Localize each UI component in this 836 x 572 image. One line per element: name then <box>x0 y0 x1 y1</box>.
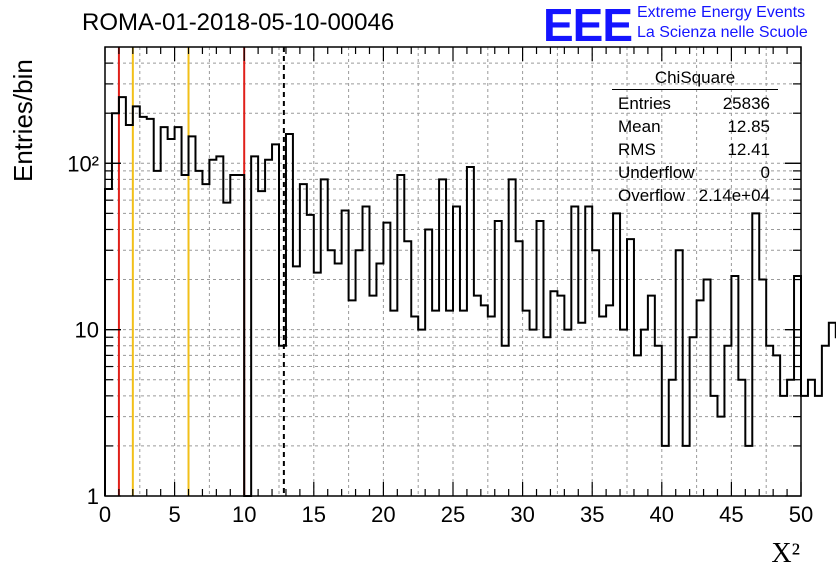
reference-lines <box>117 47 285 496</box>
x-tick-label: 45 <box>719 502 743 527</box>
stats-label: Mean <box>618 117 661 136</box>
grid-lines <box>105 47 801 496</box>
logo-line-2: La Scienza nelle Scuole <box>637 24 808 41</box>
axis-ticks <box>104 47 802 497</box>
stats-row-overflow: Overflow 2.14e+04 <box>612 184 778 207</box>
y-axis-label: Entries/bin <box>8 59 38 182</box>
stats-value: 12.41 <box>727 140 770 159</box>
histogram-outline <box>104 96 836 497</box>
histogram-series <box>104 96 836 497</box>
stats-row-entries: Entries 25836 <box>612 92 778 115</box>
x-tick-label: 15 <box>302 502 326 527</box>
y-tick-label: 10² <box>67 151 99 176</box>
y-tick-label: 10 <box>75 318 99 343</box>
x-tick-label: 25 <box>441 502 465 527</box>
stats-label: RMS <box>618 140 656 159</box>
y-tick-label: 1 <box>87 484 99 509</box>
x-tick-label: 0 <box>99 502 111 527</box>
stats-label: Underflow <box>618 163 695 182</box>
stats-box: ChiSquare Entries 25836 Mean 12.85 RMS 1… <box>612 68 778 207</box>
y-tick-labels: 1 10 10² <box>67 151 99 509</box>
x-tick-label: 40 <box>650 502 674 527</box>
stats-value: 2.14e+04 <box>698 186 770 205</box>
stats-label: Entries <box>618 94 671 113</box>
stats-title: ChiSquare <box>612 68 778 90</box>
stats-row-mean: Mean 12.85 <box>612 115 778 138</box>
chart-title: ROMA-01-2018-05-10-00046 <box>82 9 395 36</box>
x-axis-label: X² <box>771 538 800 569</box>
x-tick-labels: 0 5 10 15 20 25 30 35 40 45 50 <box>99 502 813 527</box>
x-tick-label: 35 <box>580 502 604 527</box>
stats-label: Overflow <box>618 186 686 205</box>
x-tick-label: 50 <box>789 502 813 527</box>
stats-value: 0 <box>760 163 770 182</box>
stats-value: 25836 <box>722 94 770 113</box>
eee-logo: EEE <box>543 0 633 51</box>
x-tick-label: 5 <box>168 502 180 527</box>
x-tick-label: 20 <box>371 502 395 527</box>
stats-value: 12.85 <box>727 117 770 136</box>
stats-row-rms: RMS 12.41 <box>612 138 778 161</box>
x-tick-label: 30 <box>510 502 534 527</box>
x-tick-label: 10 <box>232 502 256 527</box>
logo-line-1: Extreme Energy Events <box>637 4 806 21</box>
stats-row-underflow: Underflow 0 <box>612 161 778 184</box>
